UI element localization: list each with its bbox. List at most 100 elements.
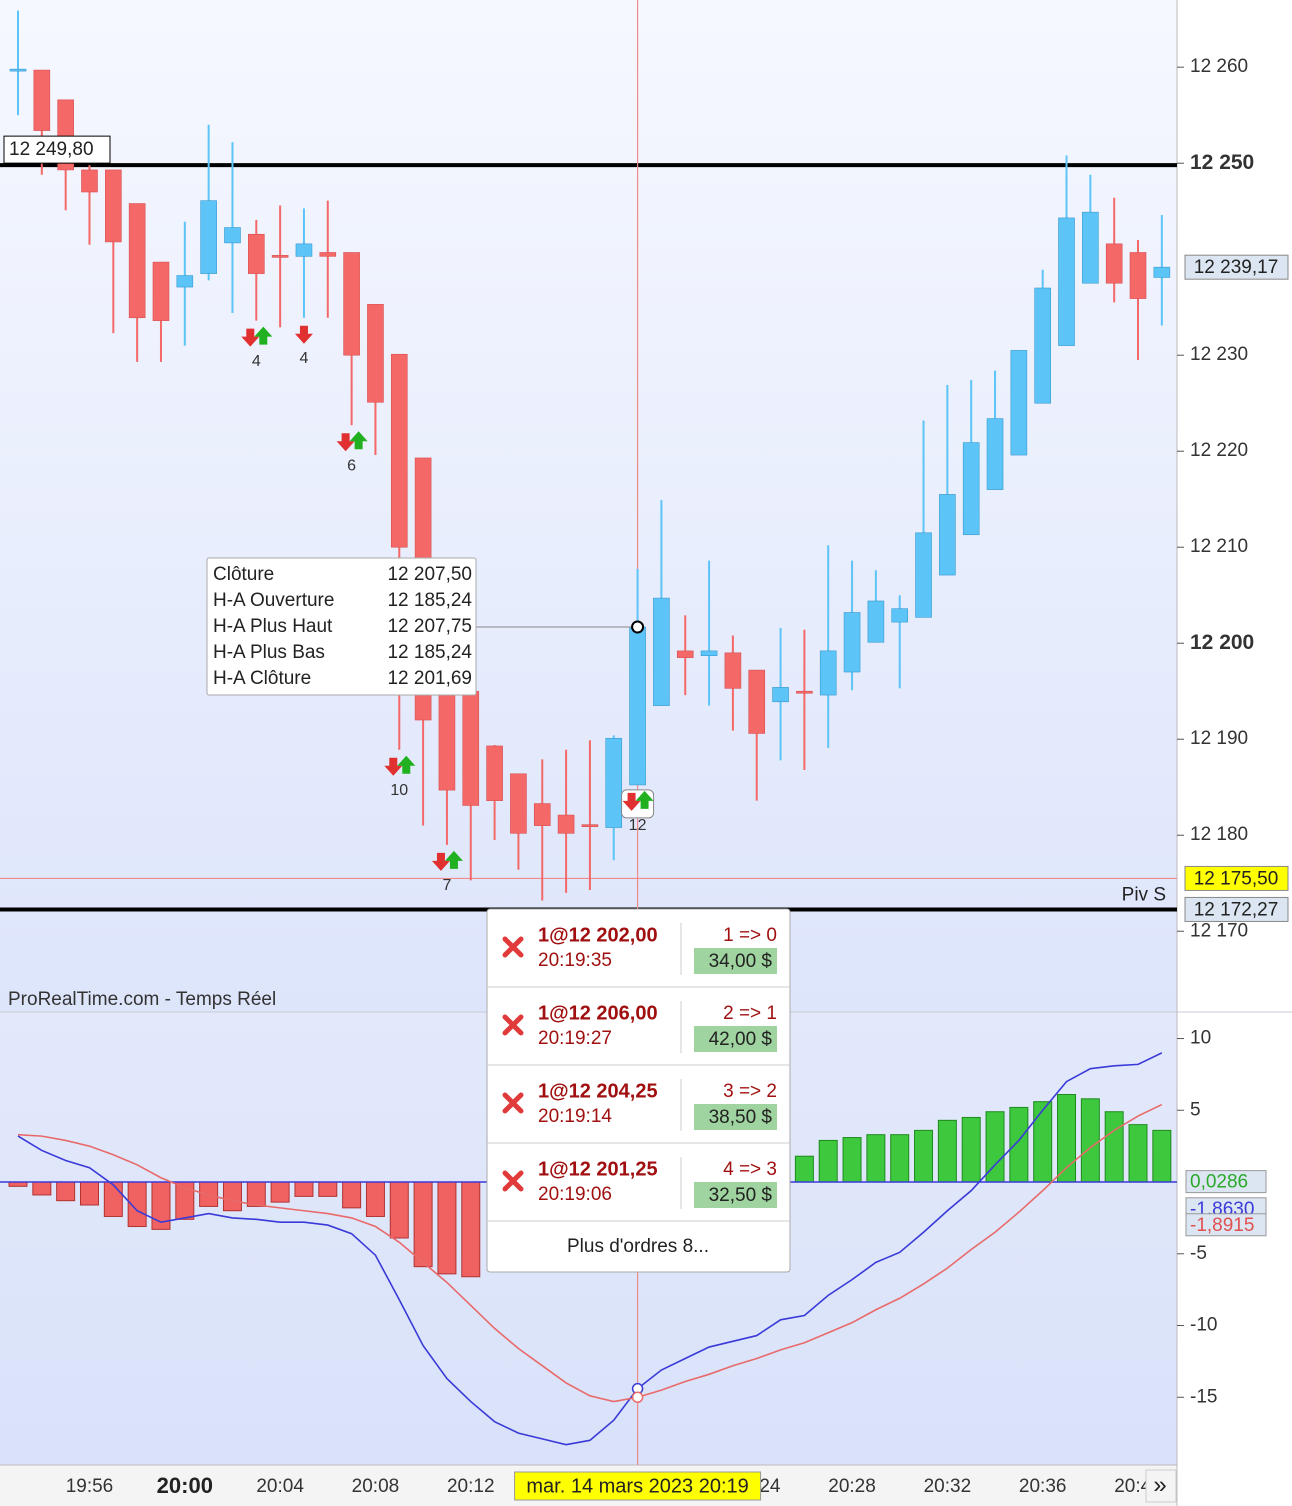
order-profit-box (694, 1104, 777, 1130)
trade-arrow-up (635, 790, 654, 809)
order-profit[interactable]: 34,00 $ (709, 951, 773, 972)
order-time[interactable]: 20:19:27 (538, 1028, 612, 1049)
candle-body (843, 612, 861, 673)
order-price[interactable]: 1@12 201,25 (538, 1158, 658, 1180)
histogram-bar (270, 1181, 290, 1203)
histogram-bar (1033, 1101, 1053, 1183)
order-profit[interactable]: 32,50 $ (709, 1185, 773, 1206)
candle-body (1129, 252, 1147, 299)
order-time[interactable]: 20:19:35 (538, 950, 612, 971)
candle-body (939, 494, 956, 576)
y-tick-label: 12 170 (1190, 920, 1248, 941)
trade-arrow-down (241, 328, 260, 347)
histogram-bar (818, 1139, 838, 1183)
last-price-label-box (1184, 254, 1289, 280)
x-tick-label: 20:36 (1019, 1476, 1067, 1497)
candle-body (224, 227, 241, 244)
level-price-label-box (1184, 896, 1289, 922)
candle-body (533, 803, 551, 826)
histogram-bar (1152, 1129, 1172, 1183)
trade-arrow-down (336, 433, 355, 452)
x-tick-label: 20:08 (352, 1476, 400, 1497)
crosshair-price-label-box (1184, 865, 1289, 891)
candle-body (390, 353, 408, 548)
y-tick-label: 12 200 (1190, 631, 1254, 654)
trade-count: 4 (252, 353, 261, 370)
histogram-bar (461, 1181, 481, 1278)
tooltip-label: H-A Plus Bas (213, 642, 325, 663)
crosshair-point (631, 620, 645, 634)
histogram-bar (1128, 1124, 1148, 1183)
order-position-change[interactable]: 3 => 2 (723, 1081, 777, 1102)
order-position-change[interactable]: 2 => 1 (723, 1003, 777, 1024)
candle-body (605, 737, 623, 828)
tooltip-label: H-A Plus Haut (213, 616, 333, 637)
trade-arrow-down (384, 757, 403, 776)
y-tick-label: 12 210 (1190, 536, 1248, 557)
histogram-bar (365, 1181, 385, 1217)
histogram-bar (794, 1155, 814, 1183)
order-profit[interactable]: 42,00 $ (709, 1029, 773, 1050)
last-price-label: 12 239,17 (1194, 257, 1279, 278)
histogram-bar (890, 1134, 910, 1183)
x-tick-label: 20:28 (828, 1476, 876, 1497)
candle-body (581, 824, 599, 827)
candle-body (367, 304, 384, 403)
candle-body (1010, 350, 1028, 456)
candle-body (81, 169, 98, 193)
trade-arrow-down (294, 325, 313, 344)
candle-body (438, 681, 456, 791)
trade-count: 7 (442, 877, 451, 894)
order-time[interactable]: 20:19:14 (538, 1106, 612, 1127)
scroll-button[interactable] (1145, 1469, 1177, 1503)
histogram-bar (961, 1116, 981, 1183)
order-price[interactable]: 1@12 202,00 (538, 924, 658, 946)
histogram-bar (342, 1181, 362, 1209)
order-time[interactable]: 20:19:06 (538, 1184, 612, 1205)
candle-body (1082, 211, 1099, 284)
x-tick-label: 20:12 (447, 1476, 495, 1497)
order-position-change[interactable]: 4 => 3 (723, 1159, 777, 1180)
more-orders-link[interactable]: Plus d'ordres 8... (567, 1236, 709, 1257)
cancel-icon[interactable] (502, 1170, 524, 1192)
level-price-label: 12 172,27 (1194, 899, 1279, 920)
histogram-bar (937, 1119, 957, 1183)
histogram-bar (246, 1181, 266, 1207)
candle-body (176, 275, 194, 288)
scroll-icon[interactable]: » (1153, 1471, 1166, 1498)
trade-arrow-up (254, 326, 273, 345)
histogram-bar (389, 1181, 409, 1239)
cancel-icon[interactable] (502, 936, 524, 958)
order-profit-box (694, 1182, 777, 1208)
candle-body (819, 650, 837, 696)
order-price[interactable]: 1@12 204,25 (538, 1080, 658, 1102)
candle-body (748, 669, 766, 734)
candle-body (486, 745, 503, 801)
histogram-bar (222, 1181, 242, 1212)
candle-body (105, 169, 122, 243)
trade-count: 6 (347, 458, 356, 475)
y-tick-label: 12 250 (1190, 151, 1254, 174)
indicator-value: -1,8915 (1190, 1215, 1254, 1236)
tooltip-value: 12 185,24 (387, 642, 472, 663)
candle-body (986, 418, 1004, 490)
order-position-change[interactable]: 1 => 0 (723, 925, 777, 946)
trade-arrow-down (622, 792, 641, 811)
trade-count: 10 (390, 782, 408, 799)
candle-body (796, 690, 813, 694)
cancel-icon[interactable] (502, 1014, 524, 1036)
candle-body (152, 261, 170, 321)
candle-body (9, 68, 27, 72)
cancel-icon[interactable] (502, 1092, 524, 1114)
candle-body (772, 687, 789, 703)
order-price[interactable]: 1@12 206,00 (538, 1002, 658, 1024)
tooltip (206, 557, 477, 696)
crosshair-date: mar. 14 mars 2023 20:19 (526, 1475, 748, 1497)
candle-body (128, 203, 146, 319)
candle-body (629, 626, 646, 786)
order-profit[interactable]: 38,50 $ (709, 1107, 773, 1128)
candle-body (867, 600, 885, 643)
y-tick-label: -10 (1190, 1315, 1217, 1336)
tooltip-value: 12 201,69 (387, 668, 472, 689)
histogram-bar (1080, 1098, 1100, 1183)
